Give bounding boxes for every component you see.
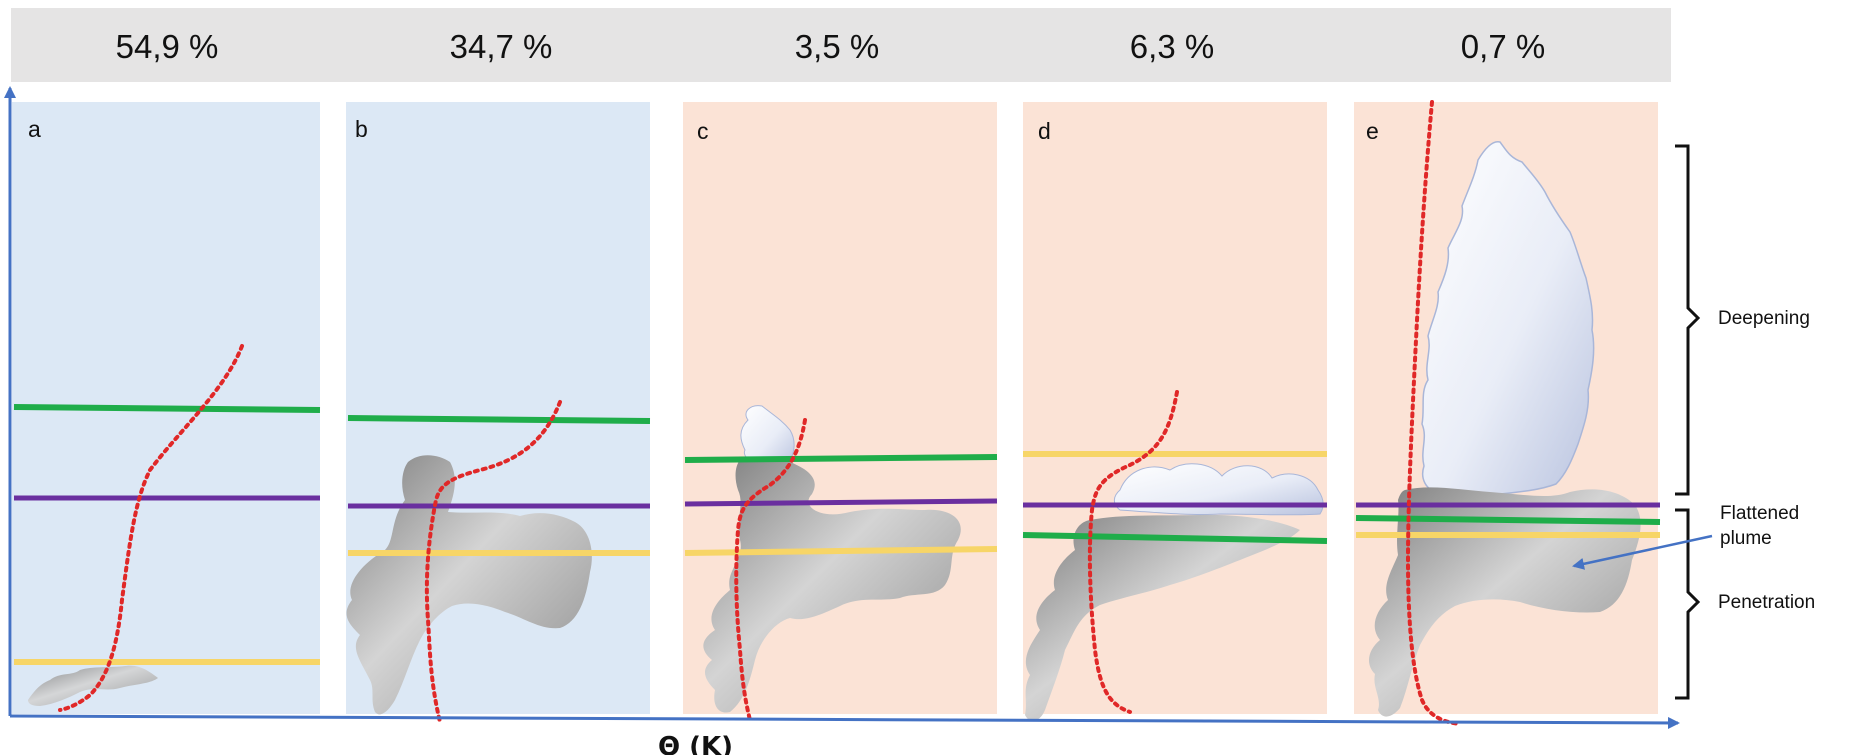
flattened-plume-label-line1: Flattened (1720, 503, 1799, 524)
deepening-label: Deepening (1718, 308, 1810, 329)
panel-a-smoke-plume (28, 665, 158, 706)
percentage-b: 34,7 % (449, 28, 553, 65)
panel-b-letter: b (355, 116, 368, 142)
panel-b-green-line (347, 415, 651, 424)
panel-a-theta-profile (58, 344, 244, 712)
percentage-e: 0,7 % (1460, 28, 1546, 65)
header-bar: 54,9 % 34,7 % 3,5 % 6,3 % 0,7 % (11, 8, 1671, 82)
panel-d-cloud-layer (1113, 463, 1324, 516)
flattened-plume-arrow (1572, 534, 1713, 570)
panel-e-smoke-plume (1368, 487, 1641, 717)
panel-b-smoke-plume (346, 455, 592, 715)
percentage-d: 6,3 % (1129, 28, 1215, 65)
x-axis (9, 714, 1680, 729)
panel-e-green-line (1355, 515, 1661, 525)
panel-e-letter: e (1366, 118, 1379, 144)
percentage-c: 3,5 % (794, 28, 880, 65)
panel-d-letter: d (1038, 118, 1051, 144)
panel-b-theta-profile (424, 400, 562, 724)
panel-e-cloud-deepening (1421, 141, 1595, 497)
panel-c-yellow-line (684, 546, 998, 556)
panel-c-smoke-plume (703, 457, 961, 713)
panel-c-purple-line (684, 498, 998, 507)
panel-e-theta-profile (1405, 100, 1462, 726)
deepening-brace (1675, 144, 1701, 496)
panel-c-theta-profile (734, 418, 807, 722)
panel-c-green-line (684, 454, 998, 463)
panel-c-letter: c (697, 118, 709, 144)
panel-d-smoke-plume (1025, 514, 1300, 722)
panel-d-green-line (1022, 532, 1328, 544)
panel-d-theta-profile (1087, 390, 1179, 714)
penetration-label: Penetration (1718, 592, 1815, 613)
panel-a-green-line (13, 404, 321, 413)
x-axis-label: Θ (K) (658, 732, 733, 755)
panel-a-letter: a (28, 116, 41, 142)
penetration-brace (1675, 508, 1701, 700)
percentage-a: 54,9 % (115, 28, 219, 65)
flattened-plume-label-line2: plume (1720, 528, 1772, 549)
